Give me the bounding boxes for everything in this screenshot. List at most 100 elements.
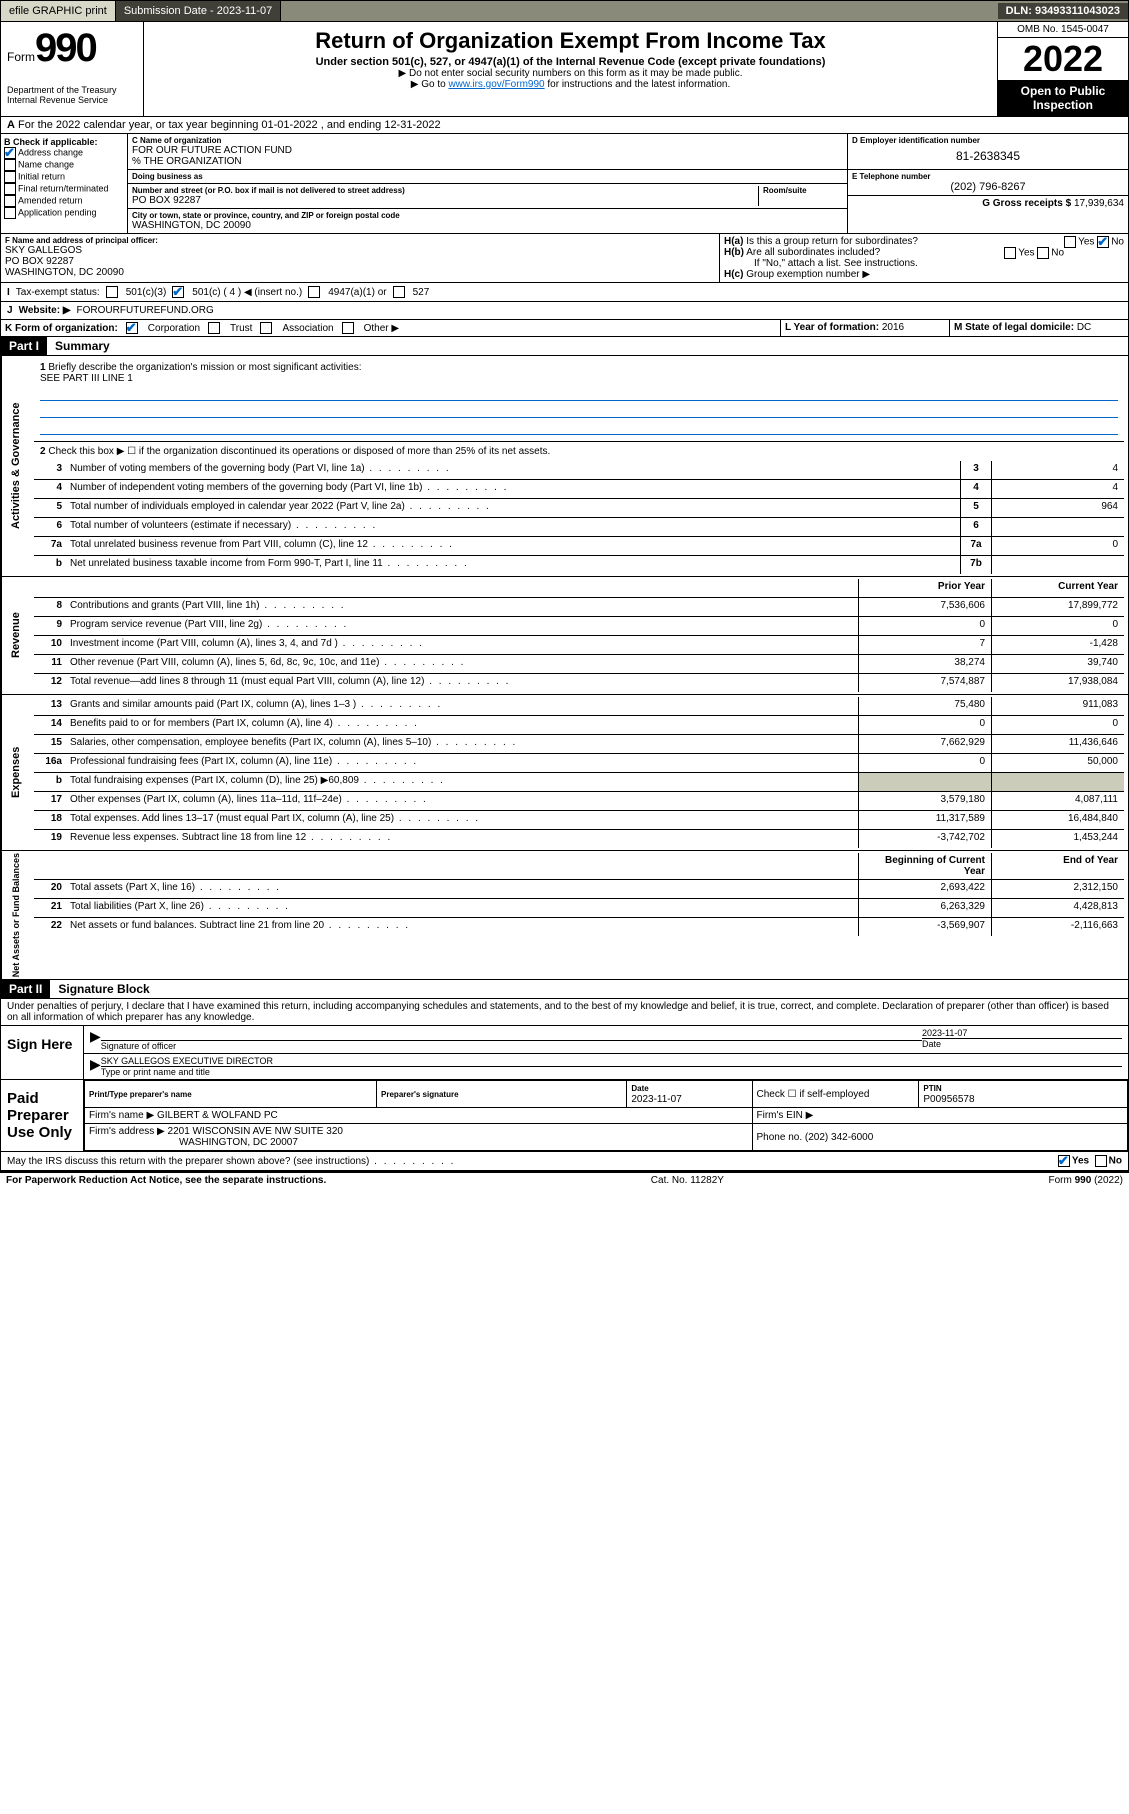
mission-line-1 — [40, 386, 1118, 401]
k-opt0: Corporation — [148, 323, 200, 334]
part2-hdr: Part II — [1, 980, 50, 998]
cb-name-change[interactable] — [4, 159, 16, 171]
paid-preparer-block: Paid Preparer Use Only Print/Type prepar… — [0, 1080, 1129, 1152]
row-fh: F Name and address of principal officer:… — [0, 234, 1129, 283]
hb-no[interactable] — [1037, 247, 1049, 259]
vlabel-revenue: Revenue — [1, 577, 30, 694]
sig-officer-lbl: Signature of officer — [101, 1041, 176, 1051]
i-opt2: 4947(a)(1) or — [328, 287, 386, 298]
goto-note: ▶ Go to www.irs.gov/Form990 for instruct… — [148, 79, 993, 90]
i-opt0: 501(c)(3) — [126, 287, 167, 298]
footer-right: Form 990 (2022) — [1049, 1175, 1123, 1186]
line-i: I Tax-exempt status: 501(c)(3) 501(c) ( … — [0, 283, 1129, 302]
goto-post: for instructions and the latest informat… — [545, 79, 731, 90]
may-irs-text: May the IRS discuss this return with the… — [7, 1156, 455, 1167]
b-opt-2: Initial return — [18, 171, 65, 181]
check-self: Check ☐ if self-employed — [757, 1089, 870, 1100]
prep-name-lbl: Print/Type preparer's name — [89, 1090, 192, 1099]
sig-date-val: 2023-11-07 — [922, 1028, 967, 1038]
cb-501c3[interactable] — [106, 286, 118, 298]
ein-label: D Employer identification number — [852, 136, 1124, 145]
hb-note: If "No," attach a list. See instructions… — [724, 258, 1124, 269]
irs-link[interactable]: www.irs.gov/Form990 — [448, 79, 544, 90]
org-careof: % THE ORGANIZATION — [132, 156, 843, 167]
b-opt-0: Address change — [18, 147, 83, 157]
line-a-text: For the 2022 calendar year, or tax year … — [18, 119, 441, 131]
org-addr: PO BOX 92287 — [132, 195, 758, 206]
arrow-icon-2: ▶ — [90, 1056, 101, 1077]
table-row: 15Salaries, other compensation, employee… — [34, 735, 1124, 754]
yes-lbl: Yes — [1078, 237, 1094, 248]
open-inspection: Open to Public Inspection — [998, 80, 1128, 116]
arrow-icon: ▶ — [90, 1028, 101, 1051]
cb-trust[interactable] — [208, 322, 220, 334]
vlabel-activities: Activities & Governance — [1, 356, 30, 576]
dba-label: Doing business as — [132, 172, 843, 181]
table-row: 21Total liabilities (Part X, line 26)6,2… — [34, 899, 1124, 918]
table-row: 4Number of independent voting members of… — [34, 480, 1124, 499]
form-990-number: 990 — [35, 26, 96, 70]
may-no[interactable] — [1095, 1155, 1107, 1167]
cb-501c[interactable] — [172, 286, 184, 298]
cb-assoc[interactable] — [260, 322, 272, 334]
preparer-table: Print/Type preparer's name Preparer's si… — [84, 1080, 1128, 1151]
gross-label: G Gross receipts $ — [982, 198, 1071, 209]
org-city: WASHINGTON, DC 20090 — [132, 220, 843, 231]
table-row: bTotal fundraising expenses (Part IX, co… — [34, 773, 1124, 792]
cb-amended[interactable] — [4, 195, 16, 207]
mission-line-2 — [40, 403, 1118, 418]
table-row: 8Contributions and grants (Part VIII, li… — [34, 598, 1124, 617]
hc-text: Group exemption number ▶ — [746, 269, 870, 280]
prep-date-lbl: Date — [631, 1084, 648, 1093]
b-label: B Check if applicable: — [4, 137, 124, 147]
cb-final[interactable] — [4, 183, 16, 195]
vlabel-expenses: Expenses — [1, 695, 30, 850]
ptin-val: P00956578 — [923, 1094, 974, 1105]
hb-yes[interactable] — [1004, 247, 1016, 259]
efile-label[interactable]: efile GRAPHIC print — [1, 1, 116, 21]
l2-text: Check this box ▶ ☐ if the organization d… — [48, 446, 550, 457]
table-row: 3Number of voting members of the governi… — [34, 461, 1124, 480]
penalty-text: Under penalties of perjury, I declare th… — [0, 999, 1129, 1026]
firm-phone-val: (202) 342-6000 — [805, 1132, 873, 1143]
k-opt2: Association — [282, 323, 333, 334]
b-opt-5: Application pending — [18, 207, 97, 217]
ha-no[interactable] — [1097, 236, 1109, 248]
prior-hdr: Prior Year — [858, 579, 991, 597]
table-row: bNet unrelated business taxable income f… — [34, 556, 1124, 574]
may-irs-line: May the IRS discuss this return with the… — [0, 1152, 1129, 1171]
cb-corp[interactable] — [126, 322, 138, 334]
page-footer: For Paperwork Reduction Act Notice, see … — [0, 1171, 1129, 1188]
part1-bar: Part I Summary — [0, 337, 1129, 356]
netassets-block: Net Assets or Fund Balances Beginning of… — [0, 851, 1129, 980]
cb-other[interactable] — [342, 322, 354, 334]
form-header: Form990 Department of the Treasury Inter… — [0, 22, 1129, 117]
ein-value: 81-2638345 — [852, 145, 1124, 167]
table-row: 14Benefits paid to or for members (Part … — [34, 716, 1124, 735]
b-opt-3: Final return/terminated — [18, 183, 109, 193]
col-c: C Name of organization FOR OUR FUTURE AC… — [128, 134, 848, 233]
part1-hdr: Part I — [1, 337, 47, 355]
phone-label: E Telephone number — [852, 172, 1124, 181]
ha-yes[interactable] — [1064, 236, 1076, 248]
table-row: 13Grants and similar amounts paid (Part … — [34, 697, 1124, 716]
revenue-block: Revenue Prior YearCurrent Year 8Contribu… — [0, 577, 1129, 695]
cb-527[interactable] — [393, 286, 405, 298]
f-label: F Name and address of principal officer: — [5, 236, 715, 245]
may-yes-lbl: Yes — [1072, 1156, 1089, 1167]
prep-date-val: 2023-11-07 — [631, 1094, 681, 1105]
cb-address-change[interactable] — [4, 147, 16, 159]
may-yes[interactable] — [1058, 1155, 1070, 1167]
firm-addr-lbl: Firm's address ▶ — [89, 1126, 165, 1137]
line-j: J Website: ▶ FOROURFUTUREFUND.ORG — [0, 302, 1129, 320]
room-label: Room/suite — [763, 186, 843, 195]
part2-bar: Part II Signature Block — [0, 980, 1129, 999]
website-value: FOROURFUTUREFUND.ORG — [77, 305, 214, 316]
k-opt3: Other ▶ — [364, 323, 399, 334]
i-opt3: 527 — [413, 287, 430, 298]
cb-pending[interactable] — [4, 207, 16, 219]
no-lbl: No — [1111, 237, 1124, 248]
cb-initial[interactable] — [4, 171, 16, 183]
table-row: 12Total revenue—add lines 8 through 11 (… — [34, 674, 1124, 692]
cb-4947[interactable] — [308, 286, 320, 298]
